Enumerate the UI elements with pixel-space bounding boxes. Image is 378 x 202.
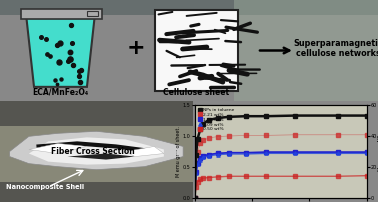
Bar — [234, 0, 378, 101]
1.08 wt% — [293, 151, 297, 153]
2.21 wt% — [244, 134, 249, 137]
0.50 wt% — [244, 175, 249, 178]
1.09 wt% — [336, 152, 340, 155]
Text: +: + — [127, 38, 146, 59]
Bar — [0, 101, 193, 126]
NPs in toluene — [192, 197, 197, 199]
2.21 wt% — [201, 139, 206, 142]
Polygon shape — [68, 154, 135, 160]
2.21 wt% — [364, 134, 369, 136]
NPs in toluene — [215, 117, 220, 119]
0.50 wt% — [293, 175, 297, 178]
NPs in toluene — [195, 138, 200, 140]
1.08 wt% — [227, 152, 231, 154]
Text: Fiber Cross Section: Fiber Cross Section — [51, 147, 135, 156]
2.21 wt% — [192, 197, 197, 199]
Text: ECA/MnFe₂O₄: ECA/MnFe₂O₄ — [33, 88, 88, 97]
1.09 wt% — [195, 163, 200, 165]
2.21 wt% — [198, 142, 203, 145]
1.08 wt% — [198, 157, 203, 159]
Bar — [87, 11, 98, 16]
Bar — [0, 0, 378, 15]
0.50 wt% — [215, 176, 220, 178]
Polygon shape — [10, 131, 183, 170]
1.09 wt% — [364, 152, 369, 155]
NPs in toluene — [336, 114, 340, 117]
0.50 wt% — [198, 178, 203, 181]
1.08 wt% — [215, 152, 220, 155]
NPs in toluene — [364, 114, 369, 117]
Text: Nanocomposite Shell: Nanocomposite Shell — [6, 184, 84, 190]
Text: Cellulose sheet: Cellulose sheet — [164, 88, 229, 97]
2.21 wt% — [194, 163, 198, 165]
NPs in toluene — [244, 115, 249, 117]
1.09 wt% — [227, 153, 231, 155]
Polygon shape — [29, 143, 87, 154]
1.08 wt% — [192, 197, 197, 199]
0.50 wt% — [195, 181, 200, 183]
Text: Superparamagnetic
cellulose networks: Superparamagnetic cellulose networks — [293, 39, 378, 58]
2.21 wt% — [195, 150, 200, 153]
1.09 wt% — [198, 158, 203, 161]
Bar — [155, 10, 238, 91]
2.21 wt% — [264, 134, 269, 137]
2.21 wt% — [215, 135, 220, 138]
Polygon shape — [29, 137, 164, 165]
NPs in toluene — [194, 153, 198, 156]
2.21 wt% — [207, 137, 211, 139]
1.08 wt% — [244, 152, 249, 154]
Line: 2.21 wt%: 2.21 wt% — [192, 133, 369, 200]
Legend: NPs in toluene, 2.21 wt%, 1.08 wt%, 1.09 wt%, 0.50 wt%: NPs in toluene, 2.21 wt%, 1.08 wt%, 1.09… — [197, 107, 235, 132]
0.50 wt% — [227, 175, 231, 178]
1.09 wt% — [194, 172, 198, 174]
2.21 wt% — [336, 134, 340, 136]
Line: NPs in toluene: NPs in toluene — [193, 114, 369, 200]
2.21 wt% — [227, 135, 231, 137]
1.08 wt% — [264, 151, 269, 153]
1.09 wt% — [192, 197, 197, 199]
1.09 wt% — [207, 155, 211, 157]
Y-axis label: M emu gr⁻¹ of sheet.: M emu gr⁻¹ of sheet. — [177, 126, 181, 177]
1.09 wt% — [201, 156, 206, 158]
0.50 wt% — [336, 175, 340, 178]
NPs in toluene — [227, 116, 231, 118]
Bar — [21, 9, 102, 19]
1.09 wt% — [215, 153, 220, 156]
1.08 wt% — [194, 171, 198, 173]
0.50 wt% — [194, 186, 198, 188]
NPs in toluene — [201, 122, 206, 125]
2.21 wt% — [293, 134, 297, 136]
1.08 wt% — [207, 153, 211, 156]
1.09 wt% — [244, 153, 249, 155]
Polygon shape — [26, 18, 94, 87]
NPs in toluene — [207, 119, 211, 121]
0.50 wt% — [264, 175, 269, 178]
1.09 wt% — [264, 152, 269, 155]
Polygon shape — [125, 146, 164, 157]
0.50 wt% — [192, 197, 197, 199]
NPs in toluene — [293, 114, 297, 117]
0.50 wt% — [201, 177, 206, 179]
NPs in toluene — [264, 115, 269, 117]
0.50 wt% — [207, 176, 211, 179]
1.08 wt% — [195, 161, 200, 164]
1.09 wt% — [293, 152, 297, 155]
0.50 wt% — [364, 175, 369, 177]
1.08 wt% — [364, 151, 369, 153]
Line: 1.09 wt%: 1.09 wt% — [193, 152, 369, 200]
Line: 0.50 wt%: 0.50 wt% — [193, 174, 369, 200]
Bar — [0, 182, 193, 202]
Line: 1.08 wt%: 1.08 wt% — [193, 150, 369, 200]
1.08 wt% — [336, 151, 340, 153]
1.08 wt% — [201, 155, 206, 157]
NPs in toluene — [198, 127, 203, 130]
